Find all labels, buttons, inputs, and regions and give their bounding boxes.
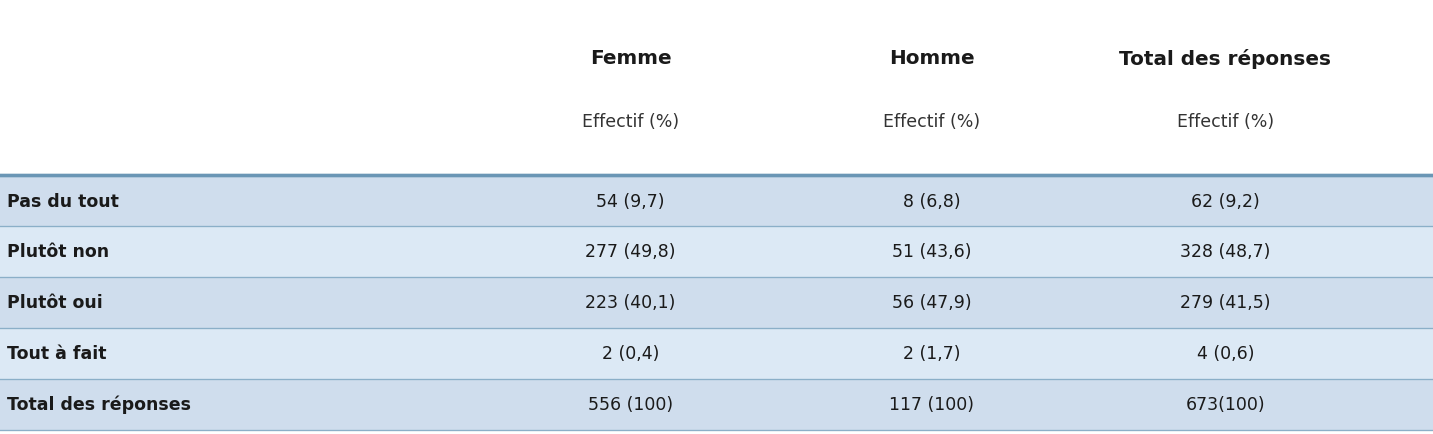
- Bar: [0, 277, 1433, 328]
- Text: 223 (40,1): 223 (40,1): [585, 294, 676, 312]
- Text: 556 (100): 556 (100): [588, 395, 674, 413]
- Bar: [0, 176, 1433, 227]
- Text: 51 (43,6): 51 (43,6): [891, 243, 972, 261]
- Text: Effectif (%): Effectif (%): [883, 112, 980, 131]
- Bar: [0, 227, 1433, 277]
- Text: 673(100): 673(100): [1185, 395, 1265, 413]
- Text: 62 (9,2): 62 (9,2): [1191, 192, 1260, 210]
- Text: 2 (0,4): 2 (0,4): [602, 345, 659, 362]
- Text: Plutôt oui: Plutôt oui: [7, 294, 103, 312]
- Text: Total des réponses: Total des réponses: [1119, 49, 1331, 69]
- Text: 4 (0,6): 4 (0,6): [1197, 345, 1254, 362]
- Text: 2 (1,7): 2 (1,7): [903, 345, 960, 362]
- Text: Tout à fait: Tout à fait: [7, 345, 106, 362]
- Bar: [0, 328, 1433, 379]
- Text: 8 (6,8): 8 (6,8): [903, 192, 960, 210]
- Text: 279 (41,5): 279 (41,5): [1179, 294, 1271, 312]
- Text: Effectif (%): Effectif (%): [1176, 112, 1274, 131]
- Text: 56 (47,9): 56 (47,9): [891, 294, 972, 312]
- Text: 277 (49,8): 277 (49,8): [585, 243, 676, 261]
- Bar: [0, 379, 1433, 430]
- Text: Pas du tout: Pas du tout: [7, 192, 119, 210]
- Text: Plutôt non: Plutôt non: [7, 243, 109, 261]
- Text: Homme: Homme: [888, 49, 974, 68]
- Text: Femme: Femme: [590, 49, 671, 68]
- Text: Total des réponses: Total des réponses: [7, 395, 191, 414]
- Text: 328 (48,7): 328 (48,7): [1179, 243, 1271, 261]
- Text: 117 (100): 117 (100): [888, 395, 974, 413]
- Text: Effectif (%): Effectif (%): [582, 112, 679, 131]
- Text: 54 (9,7): 54 (9,7): [596, 192, 665, 210]
